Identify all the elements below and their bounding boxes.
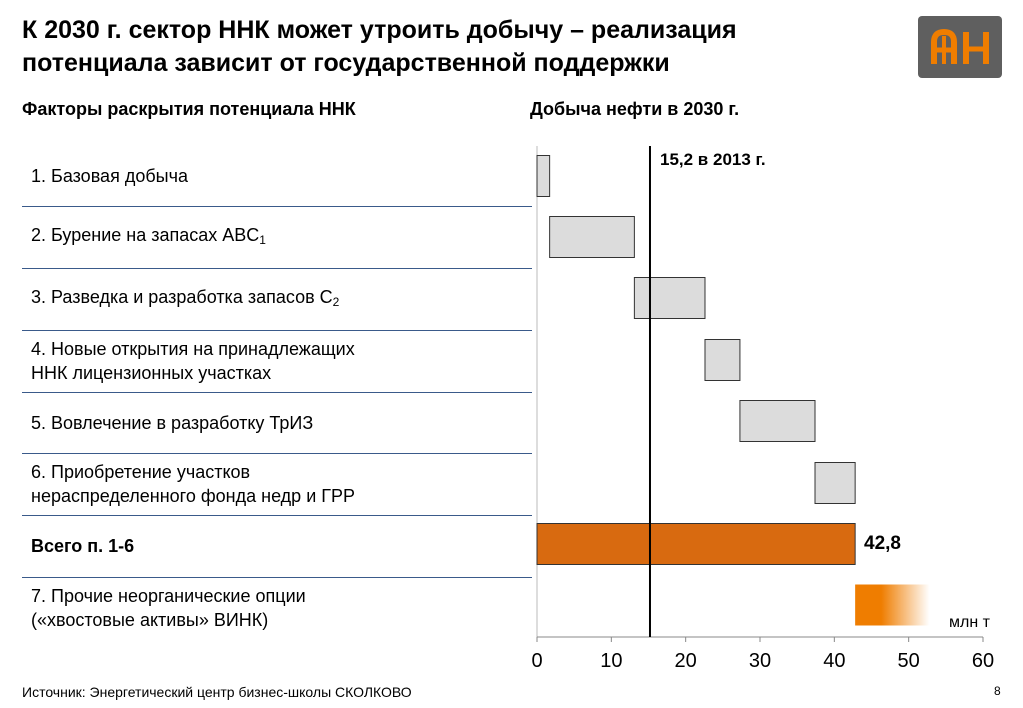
factor-label: 1. Базовая добыча (22, 164, 188, 188)
factor-row: 5. Вовлечение в разработку ТрИЗ (22, 392, 532, 454)
factor-row: Всего п. 1-6 (22, 515, 532, 578)
x-tick-label: 0 (531, 650, 542, 672)
source-note: Источник: Энергетический центр бизнес-шк… (22, 684, 412, 700)
factor-label-subscript: 2 (332, 294, 340, 309)
waterfall-bar (704, 339, 741, 381)
factor-row: 2. Бурение на запасах ABC1 (22, 206, 532, 269)
factor-label-text: 5. Вовлечение в разработку ТрИЗ (31, 412, 314, 433)
factor-label: 6. Приобретение участков нераспределенно… (22, 460, 355, 508)
factor-label: 3. Разведка и разработка запасов C2 (22, 285, 339, 314)
company-logo (918, 16, 1002, 78)
factor-row: 3. Разведка и разработка запасов C2 (22, 268, 532, 331)
x-tick-label: 10 (600, 650, 622, 672)
factor-row: 6. Приобретение участков нераспределенно… (22, 453, 532, 516)
factor-row: 7. Прочие неорганические опции («хвостов… (22, 577, 532, 639)
waterfall-bar (633, 277, 706, 319)
factor-row: 1. Базовая добыча (22, 146, 532, 207)
factor-label: Всего п. 1-6 (22, 534, 134, 558)
factor-label-text: 6. Приобретение участков нераспределенно… (31, 462, 356, 506)
x-tick-label: 20 (675, 650, 697, 672)
waterfall-bar (549, 216, 635, 258)
waterfall-bar (814, 462, 856, 504)
factor-label-subscript: 1 (259, 232, 266, 247)
factor-label: 4. Новые открытия на принадлежащих ННК л… (22, 337, 355, 385)
factor-label-text: 1. Базовая добыча (31, 166, 188, 186)
factor-label-text: 7. Прочие неорганические опции («хвостов… (31, 586, 306, 630)
chart-heading: Добыча нефти в 2030 г. (530, 99, 740, 119)
page-title: К 2030 г. сектор ННК может утроить добыч… (22, 16, 737, 77)
factors-heading: Факторы раскрытия потенциала ННК (22, 99, 356, 119)
reference-note: 15,2 в 2013 г. (660, 150, 766, 169)
factor-row: 4. Новые открытия на принадлежащих ННК л… (22, 330, 532, 393)
page-number: 8 (994, 684, 1001, 698)
total-value-label: 42,8 (864, 533, 901, 554)
unit-label: млн т (949, 614, 990, 631)
other-options-bar (855, 584, 930, 626)
factor-label-text: Всего п. 1-6 (31, 536, 135, 556)
x-tick-label: 40 (823, 650, 845, 672)
factor-label: 2. Бурение на запасах ABC1 (22, 223, 266, 252)
waterfall-bar (739, 400, 816, 442)
factor-label-text: 4. Новые открытия на принадлежащих ННК л… (31, 339, 355, 383)
total-bar (536, 523, 856, 565)
factor-label-text: 2. Бурение на запасах ABC (31, 224, 260, 245)
factor-label: 7. Прочие неорганические опции («хвостов… (22, 584, 306, 632)
x-tick-label: 50 (898, 650, 920, 672)
waterfall-bar (536, 155, 551, 197)
factor-label: 5. Вовлечение в разработку ТрИЗ (22, 411, 313, 435)
x-tick-label: 60 (972, 650, 994, 672)
x-tick-label: 30 (749, 650, 771, 672)
factor-label-text: 3. Разведка и разработка запасов C (31, 286, 333, 307)
